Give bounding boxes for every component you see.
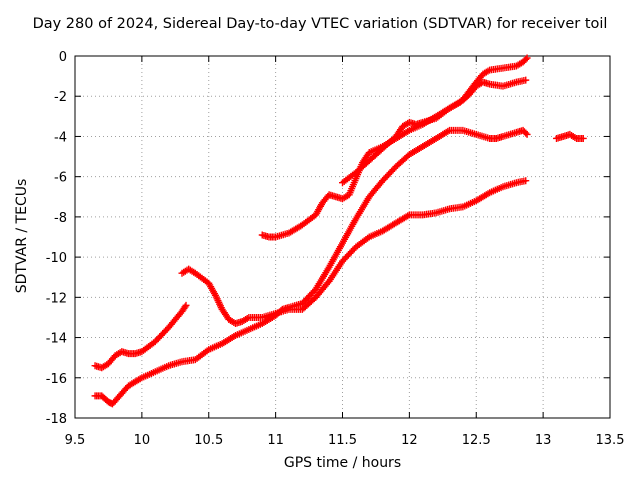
series-series-f bbox=[553, 130, 587, 142]
data-point bbox=[523, 130, 531, 138]
y-tick-label: -6 bbox=[54, 171, 67, 186]
y-tick-label: -16 bbox=[46, 372, 67, 387]
x-tick-label: 10.5 bbox=[194, 433, 223, 448]
data-point bbox=[522, 177, 530, 185]
y-tick-label: -4 bbox=[54, 130, 67, 145]
data-point bbox=[182, 301, 190, 309]
x-tick-label: 10 bbox=[134, 433, 151, 448]
data-point bbox=[522, 129, 530, 137]
axis-ticks: 9.5 10 10.5 11 11.5 12 12.5 13 13.5 0 -2 -4 -6 -8 -10 -… bbox=[46, 50, 625, 448]
x-tick-label: 13.5 bbox=[596, 433, 625, 448]
y-tick-label: -18 bbox=[46, 412, 67, 427]
data-point bbox=[522, 76, 530, 84]
y-axis-label: SDTVAR / TECUs bbox=[14, 178, 30, 294]
series-series-e bbox=[339, 54, 531, 187]
y-tick-label: -2 bbox=[54, 90, 67, 105]
chart-title: Day 280 of 2024, Sidereal Day-to-day VTE… bbox=[32, 16, 608, 32]
series-series-d bbox=[258, 76, 530, 241]
x-tick-label: 11.5 bbox=[328, 433, 357, 448]
x-tick-label: 12.5 bbox=[462, 433, 491, 448]
y-tick-label: -8 bbox=[54, 211, 67, 226]
x-tick-label: 12 bbox=[401, 433, 418, 448]
x-tick-label: 9.5 bbox=[65, 433, 86, 448]
data-point bbox=[523, 54, 531, 62]
data-point bbox=[522, 55, 530, 63]
x-tick-label: 11 bbox=[267, 433, 284, 448]
y-tick-label: 0 bbox=[59, 50, 67, 65]
y-tick-label: -14 bbox=[46, 332, 67, 347]
x-tick-label: 13 bbox=[535, 433, 552, 448]
data-point bbox=[579, 134, 587, 142]
series-series-c bbox=[178, 177, 530, 327]
y-tick-label: -12 bbox=[46, 291, 67, 306]
series-series-a bbox=[91, 301, 190, 372]
x-axis-label: GPS time / hours bbox=[283, 455, 402, 471]
y-tick-label: -10 bbox=[46, 251, 67, 266]
data-point bbox=[181, 303, 189, 311]
series-series-b bbox=[91, 126, 531, 408]
data-marks bbox=[91, 54, 587, 408]
